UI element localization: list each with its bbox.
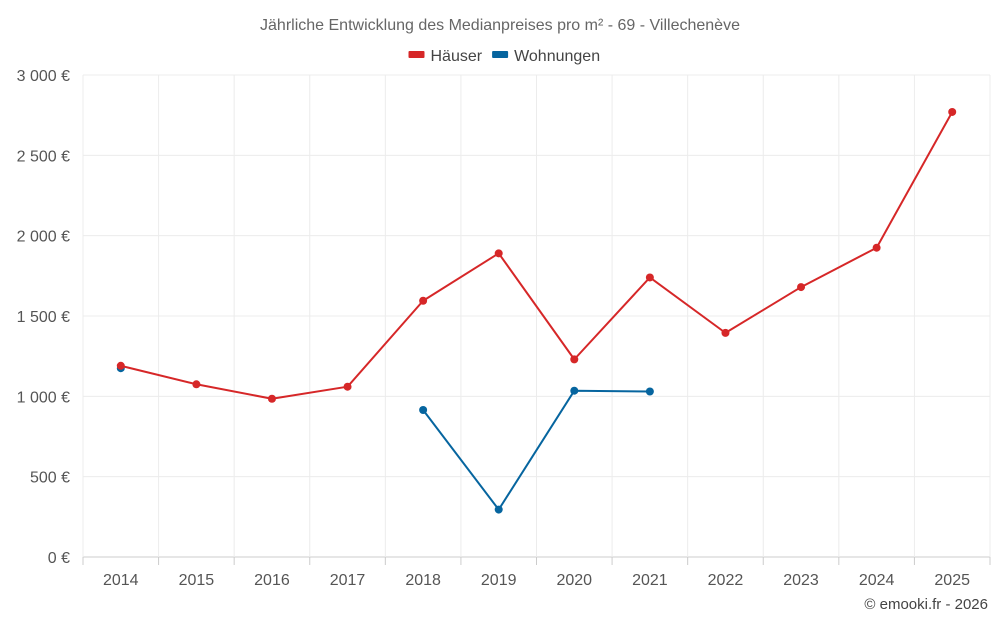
series-group [116, 107, 957, 514]
legend-swatch [492, 51, 509, 58]
x-tick-label: 2017 [330, 572, 366, 589]
credit-text: © emooki.fr - 2026 [864, 596, 988, 613]
series-line [422, 389, 650, 511]
x-axis-ticks: 2014 2015 2016 2017 2018 2019 2020 2021 2022 2023… [82, 557, 991, 589]
data-point[interactable] [645, 273, 654, 282]
data-point[interactable] [192, 380, 201, 389]
y-tick-label: 2 500 € [17, 148, 70, 165]
y-tick-label: 1 500 € [17, 309, 70, 326]
data-point[interactable] [570, 386, 579, 395]
x-tick-label: 2015 [179, 572, 215, 589]
data-point[interactable] [872, 243, 881, 252]
chart-title: Jährliche Entwicklung des Medianpreises … [260, 17, 740, 34]
data-point[interactable] [948, 107, 957, 116]
data-point[interactable] [797, 283, 806, 292]
y-tick-label: 0 € [48, 550, 70, 567]
y-axis-ticks: 0 € 500 € 1 000 € 1 500 € 2 000 € 2 500 € 3 00… [17, 68, 70, 567]
y-tick-label: 2 000 € [17, 229, 70, 246]
data-point[interactable] [419, 296, 428, 305]
x-tick-label: 2019 [481, 572, 517, 589]
x-tick-label: 2020 [556, 572, 592, 589]
series-0 [116, 107, 957, 403]
x-tick-label: 2018 [405, 572, 441, 589]
data-point[interactable] [116, 361, 125, 370]
y-tick-label: 500 € [30, 470, 70, 487]
x-tick-label: 2016 [254, 572, 290, 589]
x-tick-label: 2024 [859, 572, 895, 589]
legend-swatch [408, 51, 425, 58]
data-point[interactable] [494, 505, 503, 514]
x-tick-label: 2021 [632, 572, 668, 589]
x-tick-label: 2022 [708, 572, 744, 589]
data-point[interactable] [343, 382, 352, 391]
series-line [120, 111, 954, 400]
series-1 [116, 364, 654, 514]
x-tick-label: 2023 [783, 572, 819, 589]
legend-item[interactable]: Wohnungen [514, 48, 600, 65]
y-tick-label: 1 000 € [17, 389, 70, 406]
data-point[interactable] [570, 355, 579, 364]
x-tick-label: 2025 [934, 572, 970, 589]
data-point[interactable] [494, 249, 503, 258]
data-point[interactable] [721, 328, 730, 337]
grid-lines [82, 74, 991, 558]
legend: Häuser Wohnungen [408, 48, 600, 65]
data-point[interactable] [419, 405, 428, 414]
data-point[interactable] [645, 387, 654, 396]
data-point[interactable] [267, 394, 276, 403]
x-tick-label: 2014 [103, 572, 139, 589]
y-tick-label: 3 000 € [17, 68, 70, 85]
legend-item[interactable]: Häuser [431, 48, 483, 65]
